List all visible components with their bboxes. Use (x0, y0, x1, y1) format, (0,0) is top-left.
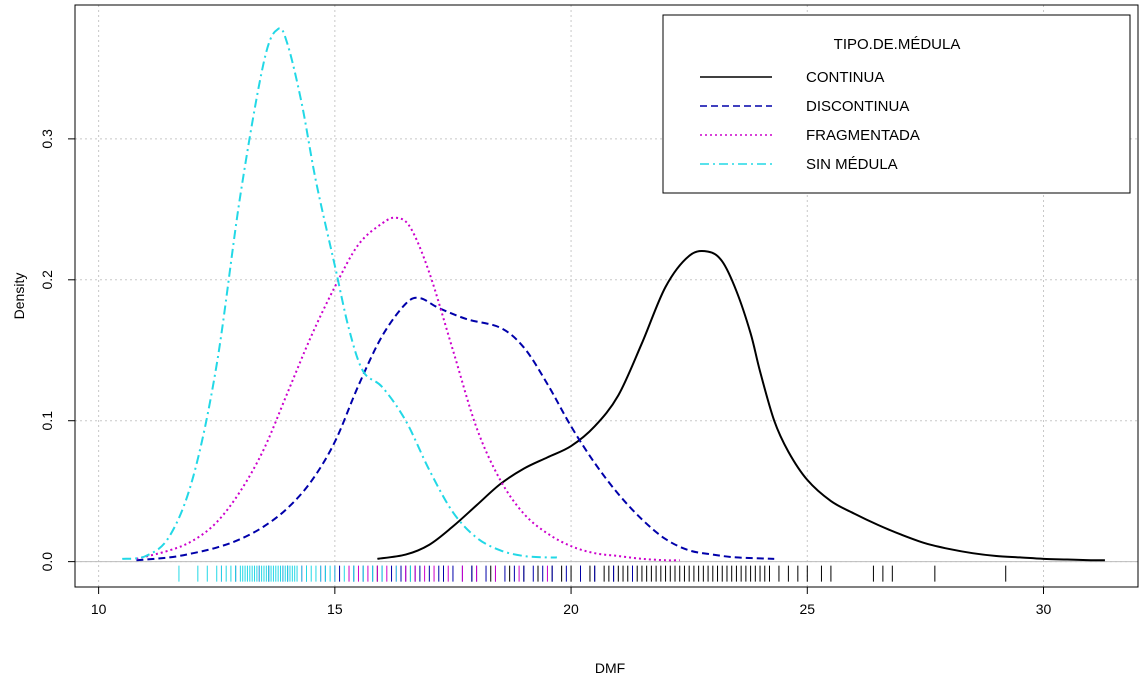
series-line-4 (122, 27, 557, 560)
legend-label: CONTINUA (806, 69, 884, 86)
legend: TIPO.DE.MÉDULA CONTINUA DISCONTINUA FRAGME… (662, 14, 1131, 194)
series-line-2 (136, 296, 775, 562)
series-line-1 (377, 249, 1105, 562)
y-tick-label: 0.1 (39, 411, 55, 431)
y-tick-label: 0.3 (39, 129, 55, 149)
y-tick-label: 0.2 (39, 270, 55, 290)
series-line-3 (136, 216, 680, 562)
legend-label: DISCONTINUA (806, 98, 909, 115)
gridlines (75, 5, 1138, 587)
y-tick-label: 0.0 (39, 552, 55, 572)
density-curves (122, 27, 1105, 562)
x-tick-label: 25 (799, 601, 815, 617)
legend-title: TIPO.DE.MÉDULA (834, 36, 961, 53)
x-axis-label: DMF (595, 660, 625, 676)
axes: 10 15 20 25 30 0.0 0.1 0.2 0.3 (39, 129, 1052, 617)
y-axis-label: Density (11, 273, 27, 320)
plot-frame (74, 4, 1139, 588)
x-tick-label: 20 (563, 601, 579, 617)
legend-label: FRAGMENTADA (806, 127, 920, 144)
legend-label: SIN MÉDULA (806, 156, 898, 173)
rug-plot (178, 565, 1007, 582)
x-tick-label: 15 (327, 601, 343, 617)
x-tick-label: 30 (1036, 601, 1052, 617)
x-tick-label: 10 (91, 601, 107, 617)
